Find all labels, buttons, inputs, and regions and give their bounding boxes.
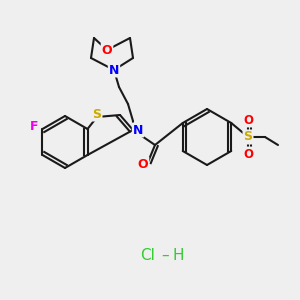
Text: N: N — [133, 124, 143, 136]
Text: O: O — [138, 158, 148, 170]
Text: H: H — [172, 248, 184, 262]
Text: O: O — [243, 148, 253, 160]
Text: –: – — [161, 248, 169, 262]
Text: N: N — [109, 64, 119, 76]
Text: S: S — [244, 130, 253, 143]
Text: S: S — [92, 107, 101, 121]
Text: F: F — [30, 121, 39, 134]
Text: O: O — [102, 44, 112, 56]
Text: O: O — [243, 113, 253, 127]
Text: Cl: Cl — [141, 248, 155, 262]
